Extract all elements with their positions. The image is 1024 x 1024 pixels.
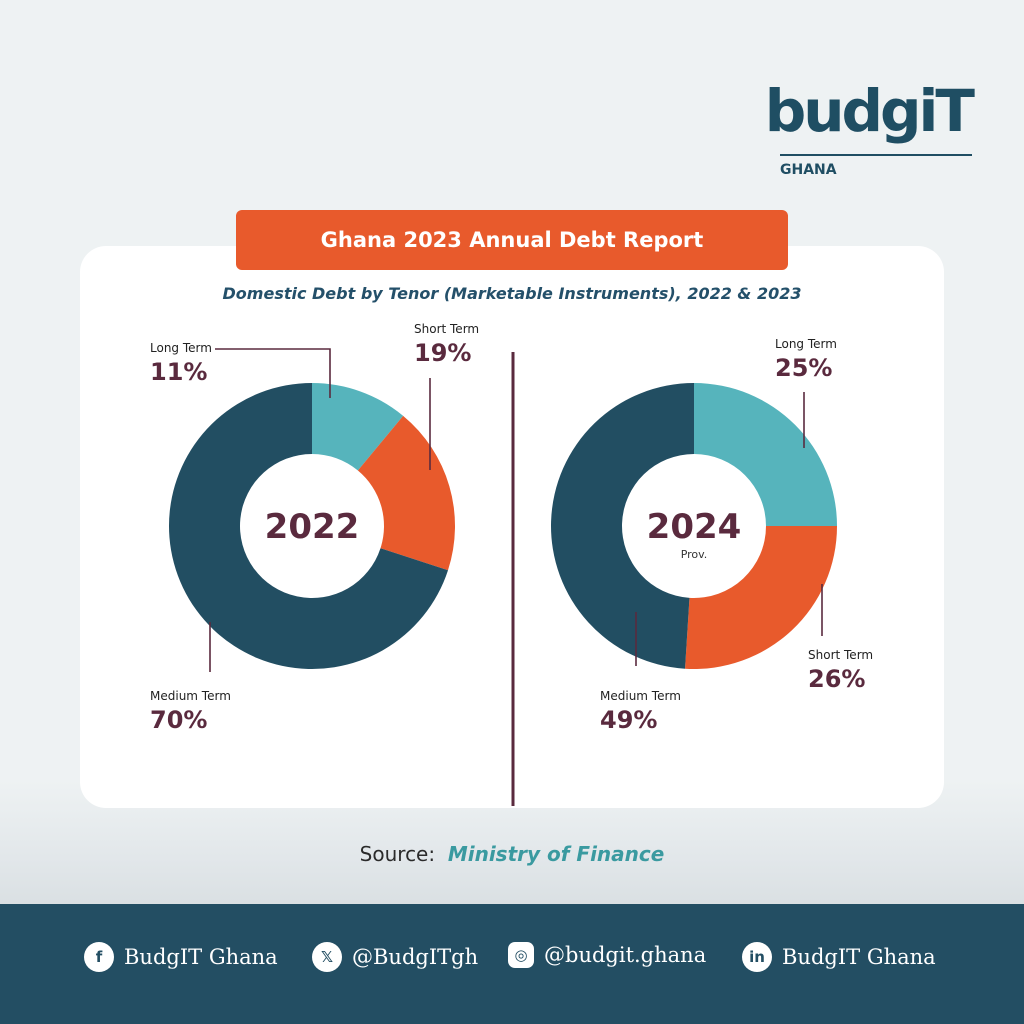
report-banner: Ghana 2023 Annual Debt Report bbox=[236, 210, 788, 270]
social-twitter[interactable]: 𝕏 @BudgITgh bbox=[312, 942, 478, 972]
linkedin-icon: in bbox=[742, 942, 772, 972]
slice-long-term bbox=[694, 383, 837, 526]
center-sub-label: Prov. bbox=[681, 548, 708, 561]
instagram-handle: @budgit.ghana bbox=[544, 943, 707, 967]
slice-category-label: Short Term bbox=[414, 322, 479, 336]
source-line: Source: Ministry of Finance bbox=[0, 842, 1024, 866]
center-year-label: 2024 bbox=[647, 507, 742, 547]
chart-subtitle: Domestic Debt by Tenor (Marketable Instr… bbox=[222, 284, 802, 303]
instagram-icon: ◎ bbox=[508, 942, 534, 968]
logo-subtitle: GHANA bbox=[780, 162, 837, 178]
budgit-logo: budgiT GHANA bbox=[765, 72, 975, 182]
slice-value-label: 70% bbox=[150, 706, 207, 734]
slice-value-label: 11% bbox=[150, 358, 207, 386]
slice-category-label: Short Term bbox=[808, 648, 873, 662]
source-value: Ministry of Finance bbox=[447, 842, 665, 866]
leader-line bbox=[215, 348, 331, 398]
twitter-handle: @BudgITgh bbox=[352, 945, 479, 969]
facebook-icon: f bbox=[84, 942, 114, 972]
social-facebook[interactable]: f BudgIT Ghana bbox=[84, 942, 278, 972]
slice-category-label: Long Term bbox=[150, 341, 212, 355]
logo-wordmark: budgiT bbox=[764, 77, 975, 145]
slice-long-term bbox=[312, 383, 404, 471]
slice-value-label: 49% bbox=[600, 706, 657, 734]
slice-category-label: Medium Term bbox=[150, 689, 231, 703]
slice-medium-term bbox=[551, 383, 694, 669]
slice-medium-term bbox=[168, 383, 449, 669]
slice-short-term bbox=[685, 526, 837, 669]
logo-divider bbox=[780, 154, 972, 156]
slice-category-label: Medium Term bbox=[600, 689, 681, 703]
center-year-label: 2022 bbox=[265, 507, 360, 547]
facebook-handle: BudgIT Ghana bbox=[124, 945, 278, 969]
slice-value-label: 25% bbox=[775, 354, 832, 382]
slice-category-label: Long Term bbox=[775, 337, 837, 351]
social-linkedin[interactable]: in BudgIT Ghana bbox=[742, 942, 936, 972]
source-label: Source: bbox=[359, 842, 436, 866]
social-instagram[interactable]: ◎ @budgit.ghana bbox=[508, 942, 706, 968]
x-icon: 𝕏 bbox=[312, 942, 342, 972]
slice-value-label: 26% bbox=[808, 665, 865, 693]
slice-value-label: 19% bbox=[414, 339, 471, 367]
donut-charts: 2022 Long Term 11% Short Term 19% Medium Term… bbox=[150, 322, 873, 806]
linkedin-handle: BudgIT Ghana bbox=[782, 945, 936, 969]
